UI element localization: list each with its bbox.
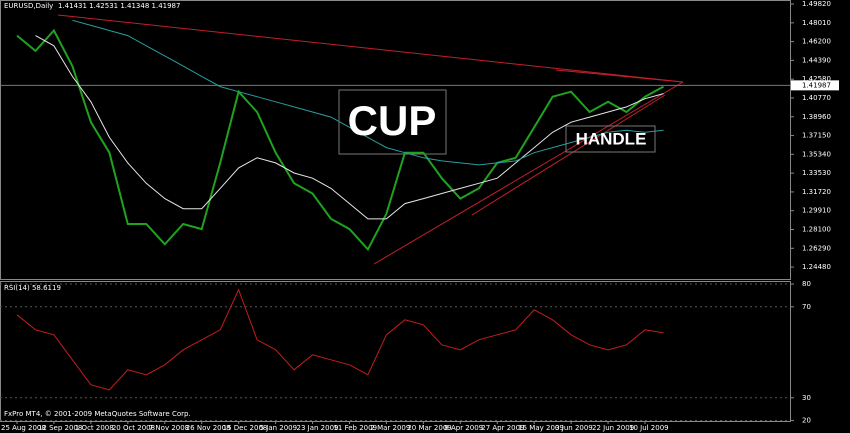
x-tick-label: 11 Feb 2009 [333,424,377,432]
handle-top-line [555,69,684,83]
y-tick-label: 1.28100 [802,225,831,233]
x-tick-label: 1 Oct 2008 [75,424,114,432]
x-tick-label: 7 Nov 2008 [149,424,189,432]
y-tick-label: 1.24480 [802,263,831,271]
y-tick-label: 1.33530 [802,169,831,177]
x-tick-label: 10 Jul 2009 [629,424,669,432]
y-tick-label: 1.40770 [802,94,831,102]
x-tick-label: 15 Dec 2008 [223,424,268,432]
series-line [35,35,664,220]
x-tick-label: 26 Nov 2008 [186,424,231,432]
y-tick-label: 1.49820 [802,0,831,8]
rsi-panel [0,281,791,422]
y-tick-label: 1.44390 [802,56,831,64]
series-line [16,288,664,391]
x-tick-label: 25 Aug 2008 [1,424,46,432]
x-tick-label: 22 Jun 2009 [592,424,634,432]
footer: FxPro MT4, © 2001-2009 MetaQuotes Softwa… [4,410,191,418]
x-tick-label: 8 Apr 2009 [444,424,483,432]
x-tick-label: 3 Jun 2009 [555,424,593,432]
handle-trend-line [471,94,666,216]
current-price-label: 1.41987 [802,81,831,89]
y-tick-label: 1.35340 [802,150,831,158]
y-tick-label: 1.26290 [802,244,831,252]
symbol-title: EURUSD,Daily [4,2,53,10]
x-tick-label: 20 Oct 2008 [112,424,155,432]
y-tick-label: 1.37150 [802,132,831,140]
y-tick-label: 1.42580 [802,75,831,83]
series-line [16,28,664,252]
x-tick-label: 5 Jan 2009 [260,424,298,432]
cup-label: CUP [348,97,437,144]
x-tick-label: 23 Jan 2009 [297,424,339,432]
handle-label: HANDLE [576,129,647,148]
current-price-box [791,80,839,91]
y-tick-label: 1.29910 [802,207,831,215]
series-line [72,19,664,166]
x-tick-label: 15 May 2009 [518,424,564,432]
rsi-title: RSI(14) 58.6119 [4,284,61,292]
x-tick-label: 2 Mar 2009 [370,424,410,432]
x-tick-label: 12 Sep 2008 [38,424,82,432]
upper-trend-line [57,14,684,83]
y-tick-label: 1.38960 [802,113,831,121]
y-tick-label: 1.48010 [802,19,831,27]
y-tick-label: 80 [802,280,811,288]
x-tick-label: 27 Apr 2009 [481,424,524,432]
y-tick-label: 1.46200 [802,38,831,46]
lower-trend-line [373,81,684,265]
y-tick-label: 30 [802,394,811,402]
x-tick-label: 20 Mar 2009 [407,424,451,432]
y-tick-label: 20 [802,417,811,425]
price-panel [0,0,791,280]
trend-lines [57,14,684,265]
y-tick-label: 70 [802,303,811,311]
handle-box [565,125,656,153]
y-tick-label: 1.31720 [802,188,831,196]
quote: 1.41431 1.42531 1.41348 1.41987 [58,2,180,10]
